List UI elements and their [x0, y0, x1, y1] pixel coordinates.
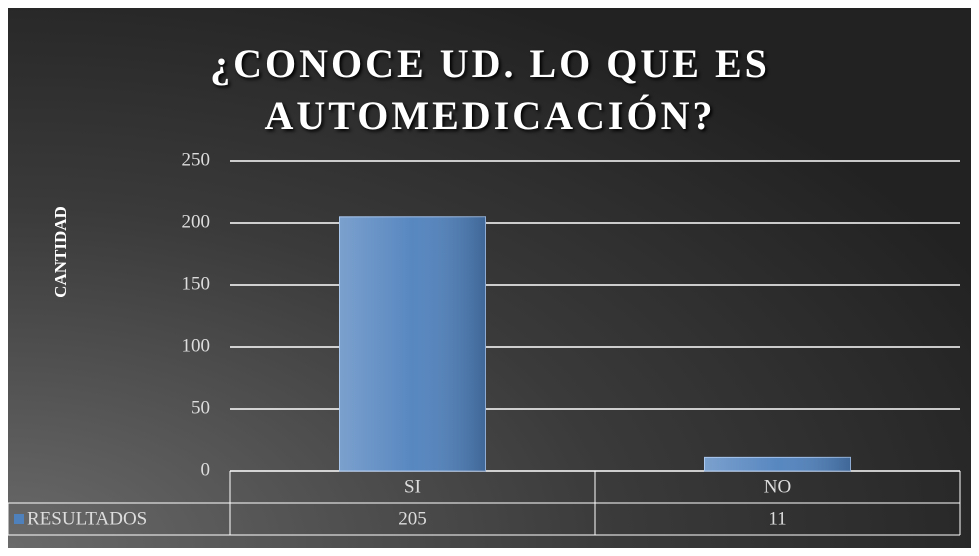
legend-swatch	[14, 514, 24, 524]
bar-shine	[704, 457, 851, 471]
y-axis-label: CANTIDAD	[51, 206, 70, 298]
y-tick-label: 250	[182, 149, 211, 170]
bar-shine	[339, 216, 486, 471]
chart-title: ¿CONOCE UD. LO QUE ES AUTOMEDICACIÓN?	[210, 41, 770, 138]
y-tick-label: 200	[182, 211, 211, 232]
y-tick-label: 0	[201, 459, 211, 480]
x-tick-label: NO	[764, 476, 791, 497]
table-value: 11	[768, 508, 786, 529]
y-tick-label: 50	[191, 397, 210, 418]
y-tick-label: 100	[182, 335, 211, 356]
y-tick-label: 150	[182, 273, 211, 294]
x-tick-label: SI	[404, 476, 421, 497]
table-value: 205	[398, 508, 427, 529]
legend-label: RESULTADOS	[27, 508, 147, 529]
